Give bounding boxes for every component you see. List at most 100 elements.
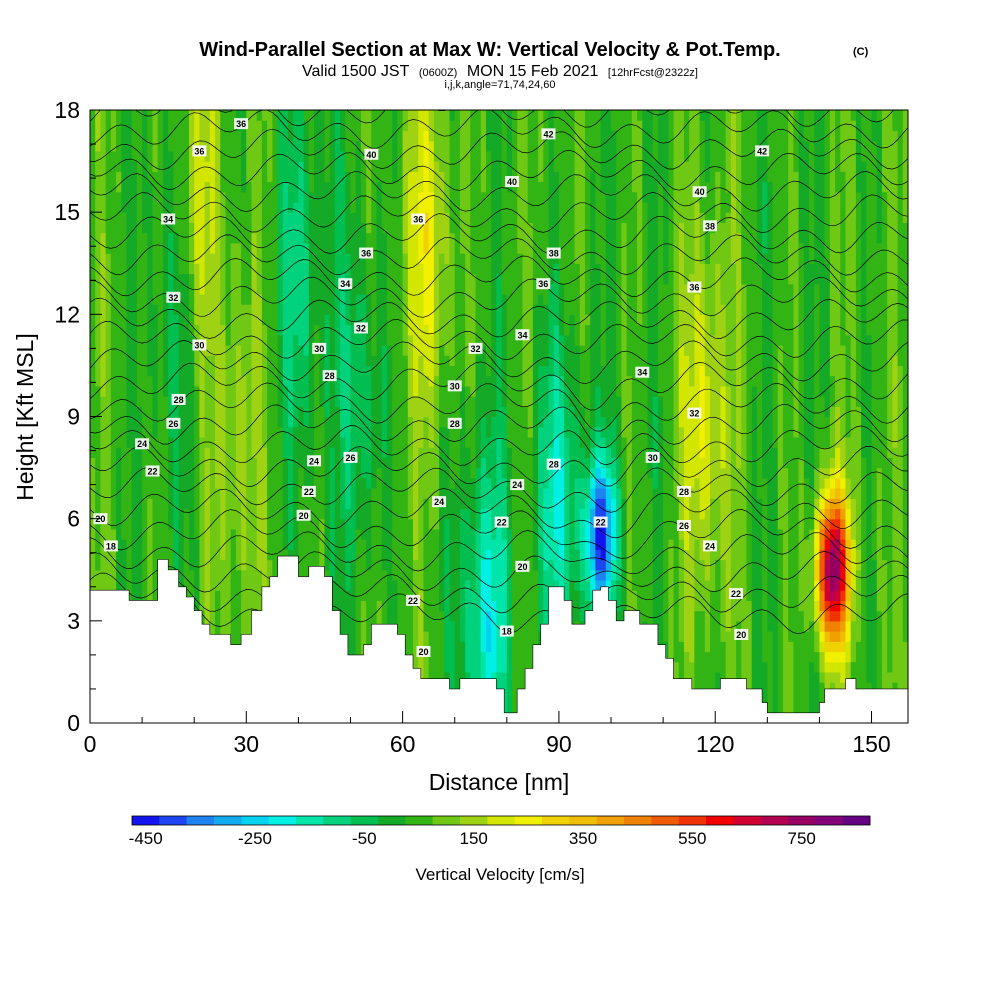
velocity-cell — [386, 314, 393, 326]
velocity-cell — [267, 406, 273, 418]
velocity-cell — [308, 467, 315, 479]
velocity-cell — [350, 641, 357, 653]
velocity-cell — [465, 110, 471, 121]
velocity-cell — [376, 528, 383, 540]
velocity-cell — [293, 212, 300, 223]
velocity-cell — [209, 590, 216, 601]
velocity-cell — [256, 201, 263, 213]
velocity-cell — [397, 212, 404, 223]
velocity-cell — [449, 324, 456, 336]
velocity-cell — [298, 283, 305, 295]
velocity-cell — [355, 314, 362, 326]
velocity-cell — [402, 344, 409, 356]
velocity-cell — [90, 579, 96, 591]
velocity-cell — [261, 191, 268, 203]
velocity-cell — [298, 569, 305, 581]
velocity-cell — [454, 304, 461, 315]
velocity-cell — [506, 375, 513, 387]
velocity-cell — [246, 436, 253, 448]
velocity-cell — [110, 242, 117, 254]
velocity-cell — [366, 549, 372, 561]
velocity-cell — [449, 641, 456, 653]
velocity-cell — [491, 171, 497, 183]
velocity-cell — [147, 161, 154, 172]
velocity-cell — [407, 385, 414, 397]
velocity-cell — [225, 416, 232, 428]
velocity-cell — [324, 314, 331, 326]
velocity-cell — [371, 610, 378, 622]
velocity-cell — [433, 610, 440, 622]
velocity-cell — [303, 528, 310, 540]
velocity-cell — [439, 436, 445, 448]
velocity-cell — [428, 661, 435, 673]
velocity-cell — [199, 365, 206, 377]
velocity-cell — [454, 171, 461, 183]
velocity-cell — [230, 467, 237, 479]
velocity-cell — [131, 181, 138, 193]
velocity-cell — [522, 631, 529, 642]
velocity-cell — [496, 324, 503, 336]
velocity-cell — [465, 201, 471, 213]
velocity-cell — [308, 110, 315, 121]
velocity-cell — [428, 631, 435, 642]
velocity-cell — [376, 355, 383, 367]
velocity-cell — [465, 488, 471, 499]
velocity-cell — [277, 436, 284, 448]
velocity-cell — [178, 140, 185, 152]
velocity-cell — [402, 498, 409, 510]
velocity-cell — [209, 436, 216, 448]
velocity-cell — [423, 467, 430, 479]
velocity-cell — [282, 161, 289, 172]
velocity-cell — [282, 171, 289, 183]
velocity-cell — [459, 600, 466, 612]
velocity-cell — [512, 222, 518, 234]
velocity-cell — [173, 140, 180, 152]
velocity-cell — [121, 457, 128, 469]
velocity-cell — [105, 212, 112, 223]
velocity-cell — [162, 457, 169, 469]
velocity-cell — [506, 324, 513, 336]
velocity-cell — [506, 385, 513, 397]
velocity-cell — [298, 212, 305, 223]
velocity-cell — [314, 508, 320, 520]
velocity-cell — [392, 559, 398, 571]
velocity-cell — [157, 385, 164, 397]
velocity-cell — [267, 569, 273, 581]
velocity-cell — [485, 671, 492, 683]
velocity-cell — [329, 283, 336, 295]
velocity-cell — [126, 283, 133, 295]
velocity-cell — [308, 344, 315, 356]
velocity-cell — [439, 201, 445, 213]
velocity-cell — [194, 242, 201, 254]
velocity-cell — [199, 569, 206, 581]
velocity-cell — [329, 140, 336, 152]
velocity-cell — [121, 212, 128, 223]
velocity-cell — [241, 263, 247, 275]
velocity-cell — [386, 416, 393, 428]
velocity-cell — [162, 130, 169, 142]
velocity-cell — [413, 631, 419, 642]
velocity-cell — [402, 355, 409, 367]
velocity-cell — [439, 283, 445, 295]
velocity-cell — [225, 549, 232, 561]
velocity-cell — [345, 344, 352, 356]
velocity-cell — [230, 508, 237, 520]
velocity-cell — [308, 365, 315, 377]
velocity-cell — [485, 508, 492, 520]
velocity-cell — [136, 416, 143, 428]
velocity-cell — [261, 161, 268, 172]
velocity-cell — [319, 201, 326, 213]
velocity-cell — [433, 518, 440, 530]
velocity-cell — [407, 273, 414, 285]
velocity-cell — [439, 324, 445, 336]
velocity-cell — [241, 365, 247, 377]
velocity-cell — [220, 610, 227, 622]
velocity-cell — [386, 355, 393, 367]
velocity-cell — [465, 651, 471, 663]
velocity-cell — [512, 201, 518, 213]
velocity-cell — [381, 273, 388, 285]
velocity-cell — [110, 518, 117, 530]
velocity-cell — [392, 600, 398, 612]
velocity-cell — [173, 120, 180, 132]
velocity-cell — [90, 242, 96, 254]
